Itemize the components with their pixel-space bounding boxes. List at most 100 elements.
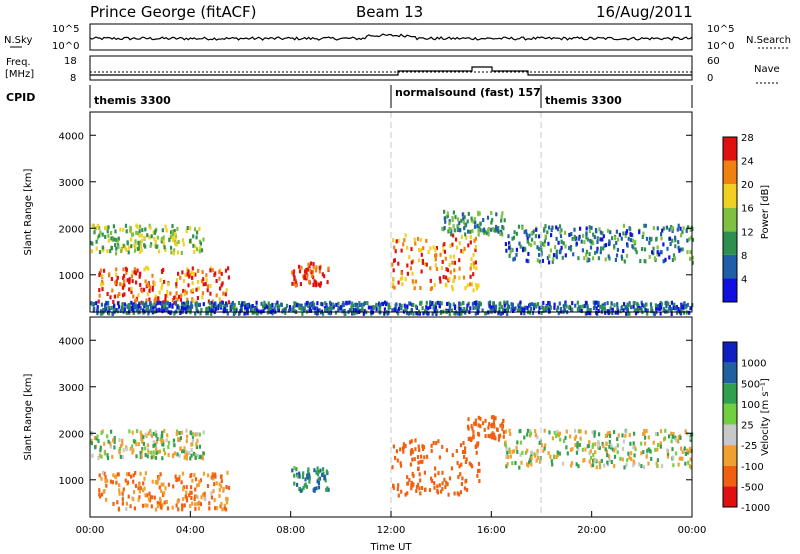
echo-cell xyxy=(176,452,179,457)
echo-cell xyxy=(148,285,151,290)
date-label: 16/Aug/2011 xyxy=(596,3,693,21)
echo-cell xyxy=(646,448,649,453)
echo-cell xyxy=(145,265,148,270)
echo-cell xyxy=(457,492,461,497)
echo-cell xyxy=(573,227,576,232)
echo-cell xyxy=(291,270,294,275)
echo-cell xyxy=(686,302,689,307)
echo-cell xyxy=(670,431,673,436)
echo-cell xyxy=(150,308,153,313)
echo-cell xyxy=(614,446,617,451)
echo-cell xyxy=(441,444,444,449)
noise-left-label: N.Sky xyxy=(4,35,32,46)
echo-cell xyxy=(131,270,134,275)
echo-cell xyxy=(613,454,617,459)
echo-cell xyxy=(444,219,447,224)
echo-cell xyxy=(95,301,98,306)
echo-cell xyxy=(117,245,120,250)
echo-cell xyxy=(601,231,604,236)
echo-cell xyxy=(419,286,422,290)
echo-cell xyxy=(533,304,536,309)
echo-cell xyxy=(526,428,530,433)
echo-cell xyxy=(219,301,222,306)
echo-cell xyxy=(590,225,593,230)
echo-cell xyxy=(318,476,322,481)
echo-cell xyxy=(435,246,438,250)
echo-cell xyxy=(564,244,567,249)
echo-cell xyxy=(526,236,529,241)
echo-cell xyxy=(552,257,555,262)
echo-cell xyxy=(312,265,315,270)
echo-cell xyxy=(121,243,124,248)
echo-cell xyxy=(451,260,454,265)
echo-cell xyxy=(190,496,193,500)
echo-cell xyxy=(103,303,107,308)
echo-cell xyxy=(562,304,565,309)
echo-cell xyxy=(654,303,657,308)
echo-cell xyxy=(225,288,228,293)
echo-cell xyxy=(616,247,619,252)
echo-cell xyxy=(434,301,437,306)
echo-cell xyxy=(162,482,165,487)
echo-cell xyxy=(101,245,104,250)
echo-cell xyxy=(197,286,200,291)
echo-cell xyxy=(152,230,155,235)
echo-cell xyxy=(111,311,114,316)
echo-cell xyxy=(444,485,447,489)
echo-cell xyxy=(186,301,189,306)
echo-cell xyxy=(370,305,373,310)
echo-cell xyxy=(226,497,229,502)
echo-cell xyxy=(613,430,616,435)
echo-cell xyxy=(487,227,490,232)
echo-cell xyxy=(308,479,311,484)
echo-cell xyxy=(594,458,597,463)
echo-cell xyxy=(441,227,444,231)
echo-cell xyxy=(189,474,192,479)
echo-cell xyxy=(458,228,461,233)
echo-cell xyxy=(164,303,167,308)
echo-cell xyxy=(600,309,603,314)
echo-cell xyxy=(101,248,104,253)
echo-cell xyxy=(178,294,181,299)
echo-cell xyxy=(436,490,439,495)
echo-cell xyxy=(595,229,598,234)
echo-cell xyxy=(190,490,193,495)
echo-cell xyxy=(277,308,280,313)
echo-cell xyxy=(668,306,671,311)
echo-cell xyxy=(565,304,568,309)
echo-cell xyxy=(395,449,398,454)
echo-cell xyxy=(638,230,641,235)
echo-cell xyxy=(579,429,582,434)
echo-cell xyxy=(648,254,651,259)
echo-cell xyxy=(137,293,140,298)
echo-cell xyxy=(678,248,681,253)
echo-cell xyxy=(167,482,170,487)
echo-cell xyxy=(541,241,544,246)
echo-cell xyxy=(446,213,449,218)
echo-cell xyxy=(606,301,609,306)
echo-cell xyxy=(661,464,664,469)
echo-cell xyxy=(411,279,414,284)
echo-cell xyxy=(321,272,324,277)
echo-cell xyxy=(119,308,122,313)
echo-cell xyxy=(498,306,501,311)
echo-cell xyxy=(592,306,596,311)
echo-cell xyxy=(99,268,103,273)
echo-cell xyxy=(629,238,632,243)
echo-cell xyxy=(451,216,454,220)
echo-cell xyxy=(680,302,683,307)
echo-cell xyxy=(685,228,688,233)
echo-cell xyxy=(650,456,653,461)
echo-cell xyxy=(460,482,463,486)
echo-cell xyxy=(294,283,297,288)
echo-cell xyxy=(681,456,684,461)
echo-cell xyxy=(637,307,640,312)
echo-cell xyxy=(403,238,406,243)
echo-cell xyxy=(184,306,187,311)
echo-cell xyxy=(142,441,145,446)
echo-cell xyxy=(207,473,210,478)
echo-cell xyxy=(219,504,222,509)
echo-cell xyxy=(192,299,195,304)
echo-cell xyxy=(167,440,171,445)
echo-cell xyxy=(375,307,378,312)
